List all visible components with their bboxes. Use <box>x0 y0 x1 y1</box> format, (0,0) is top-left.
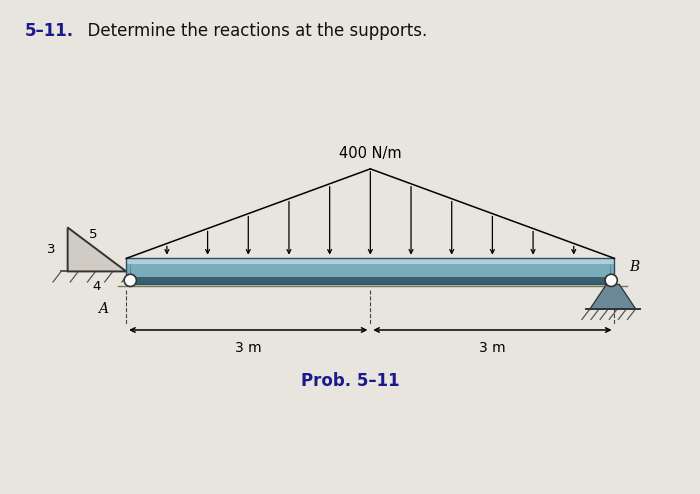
Text: 3 m: 3 m <box>479 340 505 355</box>
Text: 3 m: 3 m <box>235 340 262 355</box>
Polygon shape <box>68 227 126 271</box>
Polygon shape <box>126 277 615 285</box>
Text: 5: 5 <box>89 228 97 241</box>
Polygon shape <box>590 285 636 309</box>
Text: B: B <box>629 260 639 274</box>
Text: 400 N/m: 400 N/m <box>339 146 402 161</box>
Text: 3: 3 <box>47 243 55 256</box>
Text: Determine the reactions at the supports.: Determine the reactions at the supports. <box>77 22 427 40</box>
Circle shape <box>124 274 136 287</box>
Circle shape <box>605 274 617 287</box>
Text: 4: 4 <box>92 280 101 292</box>
Polygon shape <box>126 258 615 264</box>
Polygon shape <box>126 264 615 277</box>
Text: Prob. 5–11: Prob. 5–11 <box>301 372 399 390</box>
Text: 5–11.: 5–11. <box>25 22 74 40</box>
Text: A: A <box>99 302 108 316</box>
